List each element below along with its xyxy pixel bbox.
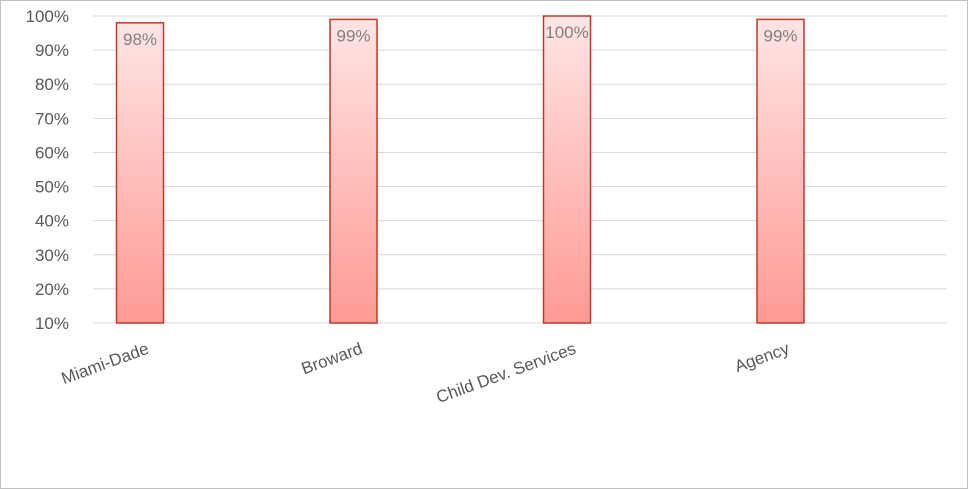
bar (756, 18, 805, 324)
bar (115, 22, 165, 324)
data-label: 100% (545, 23, 588, 42)
y-tick-label: 10% (35, 314, 69, 333)
gridlines (93, 15, 947, 324)
category-label: Broward (299, 339, 365, 379)
y-tick-label: 80% (35, 75, 69, 94)
category-label: Agency (732, 339, 792, 376)
x-axis-category-labels: Miami-Dade Broward Child Dev. Services Agen… (59, 339, 793, 407)
data-labels: 98% 99% 100% 99% (123, 23, 798, 49)
y-tick-label: 100% (26, 7, 69, 26)
data-label: 99% (763, 26, 797, 45)
y-tick-label: 70% (35, 109, 69, 128)
y-tick-label: 40% (35, 212, 69, 231)
y-tick-label: 50% (35, 178, 69, 197)
y-tick-label: 90% (35, 41, 69, 60)
category-label: Miami-Dade (59, 339, 152, 388)
data-label: 99% (336, 26, 370, 45)
category-label: Child Dev. Services (434, 339, 579, 407)
data-label: 98% (123, 30, 157, 49)
y-tick-label: 60% (35, 143, 69, 162)
bar (542, 15, 592, 324)
bar (329, 18, 378, 324)
y-tick-label: 20% (35, 280, 69, 299)
bars (115, 15, 805, 324)
y-tick-label: 30% (35, 246, 69, 265)
y-axis-tick-labels: 10% 20% 30% 40% 50% 60% 70% 80% 90% 100% (26, 7, 69, 333)
